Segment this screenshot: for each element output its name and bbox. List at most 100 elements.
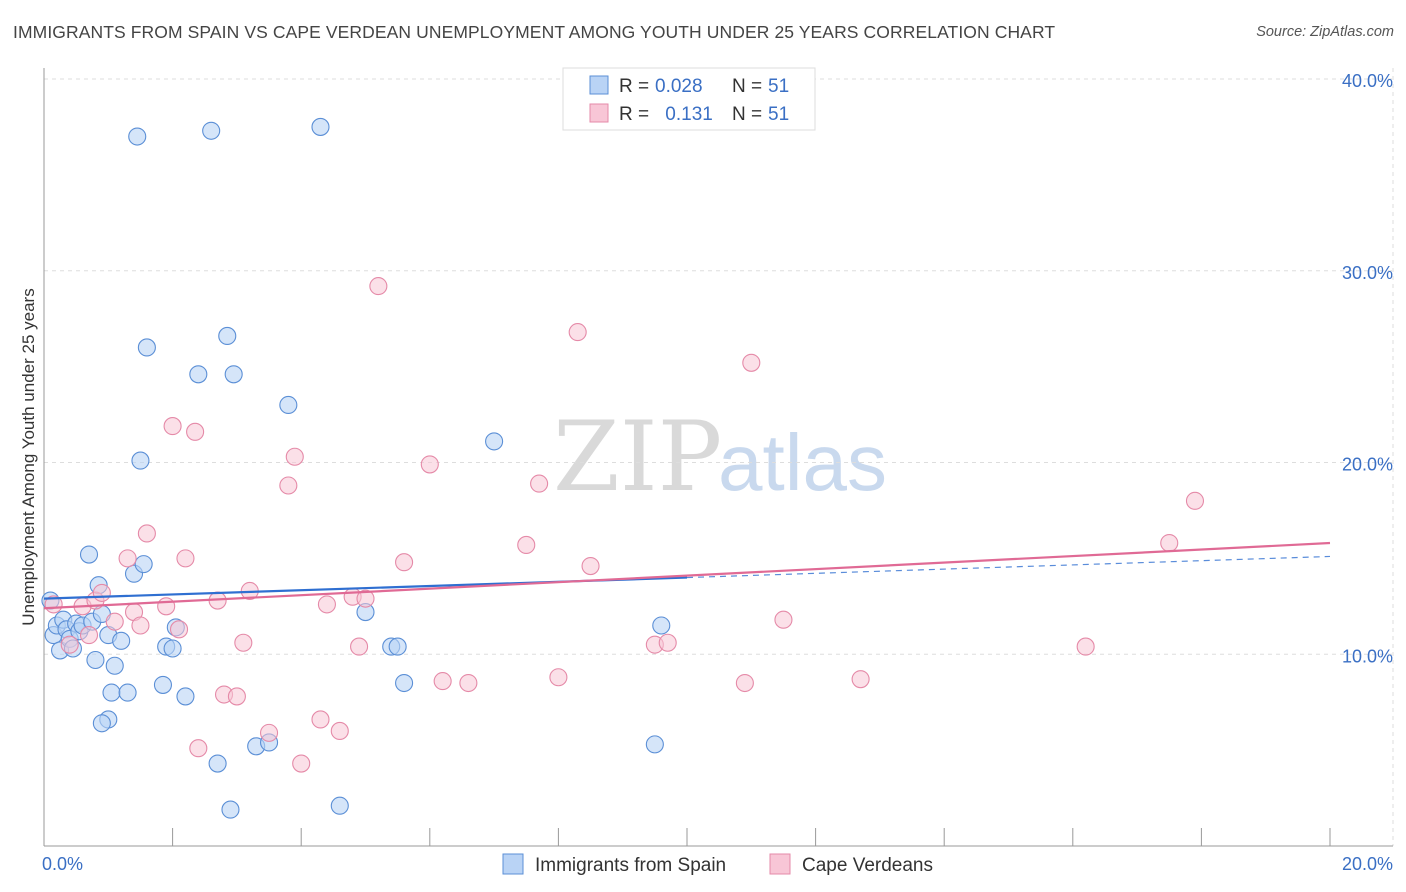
point-cape xyxy=(459,673,478,693)
point-spain xyxy=(208,754,227,773)
point-spain xyxy=(105,656,124,675)
point-spain xyxy=(652,616,671,635)
point-cape xyxy=(285,447,304,466)
y-tick-labels: 10.0% 20.0% 30.0% 40.0% xyxy=(1342,71,1393,666)
axes xyxy=(43,68,1393,847)
y-axis-title: Unemployment Among Youth under 25 years xyxy=(19,288,38,625)
point-cape xyxy=(356,589,375,608)
bottom-legend: Immigrants from Spain Cape Verdeans xyxy=(502,853,933,876)
point-cape xyxy=(157,597,176,616)
point-cape xyxy=(137,524,156,543)
point-cape xyxy=(658,633,677,652)
legend-n-value-spain: 51 xyxy=(768,76,789,97)
point-spain xyxy=(221,800,240,819)
point-cape xyxy=(581,556,600,576)
point-cape xyxy=(131,616,150,635)
legend-r-value-cape: 0.131 xyxy=(660,104,713,125)
point-cape xyxy=(1185,491,1205,510)
point-cape xyxy=(259,723,279,742)
watermark-zip: ZIP xyxy=(553,401,722,513)
point-cape xyxy=(568,323,587,342)
point-spain xyxy=(131,451,150,470)
point-cape xyxy=(735,673,754,693)
point-cape xyxy=(433,672,452,691)
y-tick-label: 20.0% xyxy=(1342,455,1393,475)
point-spain xyxy=(112,631,131,650)
point-spain xyxy=(311,117,330,136)
point-cape xyxy=(851,670,870,689)
y-tick-label: 10.0% xyxy=(1342,646,1393,666)
point-cape xyxy=(105,612,124,631)
point-spain xyxy=(202,121,221,140)
point-spain xyxy=(163,639,182,658)
point-cape xyxy=(118,549,137,568)
point-spain xyxy=(137,338,156,357)
point-spain xyxy=(102,683,121,702)
point-cape xyxy=(420,455,439,474)
point-spain xyxy=(79,545,99,564)
point-cape xyxy=(189,739,208,758)
legend-swatch-spain xyxy=(589,75,609,95)
point-spain xyxy=(395,673,414,693)
bottom-legend-label-spain: Immigrants from Spain xyxy=(535,855,726,876)
point-cape xyxy=(517,535,536,555)
point-cape xyxy=(79,626,99,645)
point-spain xyxy=(388,637,407,656)
bottom-legend-swatch-spain xyxy=(502,853,524,875)
source-credit: Source: ZipAtlas.com xyxy=(1256,24,1394,40)
watermark-atlas: atlas xyxy=(718,418,887,507)
point-cape xyxy=(774,610,793,629)
point-cape xyxy=(369,277,388,296)
x-tick-label-max: 20.0% xyxy=(1342,854,1393,874)
legend-r-value-spain: 0.028 xyxy=(655,76,703,97)
point-cape xyxy=(317,595,336,614)
trend-line-spain-extension xyxy=(686,555,1331,579)
point-cape xyxy=(234,633,253,652)
legend-n-value-cape: 51 xyxy=(768,104,789,125)
chart-title: IMMIGRANTS FROM SPAIN VS CAPE VERDEAN UN… xyxy=(13,22,1056,42)
legend-n-label-spain: N = xyxy=(732,76,762,97)
point-spain xyxy=(134,555,153,574)
bottom-legend-swatch-cape xyxy=(769,853,791,875)
point-spain xyxy=(189,365,208,384)
series-cape-points xyxy=(44,277,1205,773)
point-cape xyxy=(549,668,568,687)
top-legend: R = 0.028 N = 51 R = 0.131 N = 51 xyxy=(562,67,816,131)
point-cape xyxy=(92,583,111,602)
point-spain xyxy=(153,675,173,694)
point-spain xyxy=(645,735,664,754)
point-spain xyxy=(118,683,137,702)
point-spain xyxy=(176,687,195,706)
point-cape xyxy=(1160,533,1179,553)
legend-swatch-cape xyxy=(589,103,609,123)
legend-r-label-spain: R = xyxy=(619,76,649,97)
legend-n-label-cape: N = xyxy=(732,104,762,125)
trend-lines xyxy=(43,541,1331,610)
point-spain xyxy=(224,365,243,384)
point-cape xyxy=(742,353,761,372)
point-cape xyxy=(330,721,349,741)
point-cape xyxy=(176,549,195,568)
point-cape xyxy=(163,417,182,436)
bottom-legend-label-cape: Cape Verdeans xyxy=(802,855,933,876)
point-cape xyxy=(530,474,549,493)
point-spain xyxy=(86,650,105,670)
legend-r-label-cape: R = xyxy=(619,104,649,125)
point-spain xyxy=(128,127,147,146)
point-spain xyxy=(485,432,504,451)
point-cape xyxy=(227,687,246,706)
point-cape xyxy=(169,620,189,639)
point-cape xyxy=(279,476,298,495)
trend-line-cape xyxy=(43,541,1331,610)
point-spain xyxy=(279,395,298,415)
point-cape xyxy=(1076,637,1095,656)
point-cape xyxy=(60,635,79,654)
point-spain xyxy=(330,796,349,815)
x-ticks xyxy=(43,828,1331,846)
point-cape xyxy=(395,553,414,572)
point-cape xyxy=(311,710,330,729)
point-cape xyxy=(292,754,311,773)
x-tick-label-min: 0.0% xyxy=(42,854,83,874)
point-cape xyxy=(186,422,205,441)
